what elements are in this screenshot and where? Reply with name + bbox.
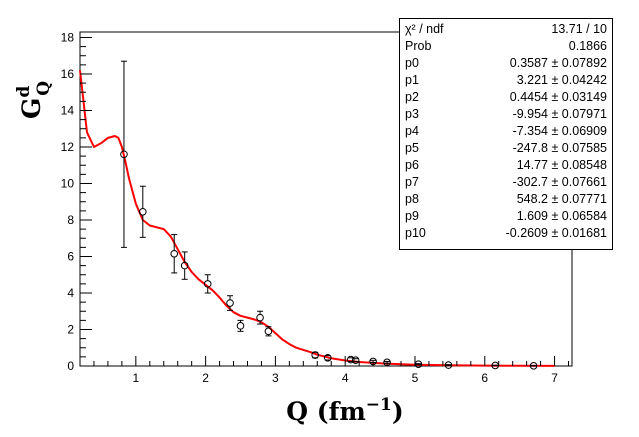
- stat-row: p7 -302.7 ± 0.07661: [405, 174, 607, 191]
- y-tick-label: 0: [67, 359, 74, 373]
- stat-value: 14.77 ± 0.08548: [516, 158, 607, 172]
- point-marker: [256, 313, 264, 322]
- x-axis-title-exponent: −1: [366, 395, 392, 415]
- stat-value: 1.609 ± 0.06584: [516, 209, 607, 223]
- stat-value: 3.221 ± 0.04242: [516, 73, 607, 87]
- x-tick-label: 4: [342, 371, 349, 385]
- stat-name: Prob: [405, 39, 432, 53]
- stat-value: 0.3587 ± 0.07892: [509, 56, 607, 70]
- y-tick-label: 16: [61, 67, 75, 81]
- point-marker: [346, 355, 355, 364]
- stat-name: χ² / ndf: [405, 22, 444, 36]
- point-marker: [203, 280, 212, 288]
- y-tick-label: 18: [61, 30, 75, 44]
- y-axis-title-subscript: Q: [34, 81, 54, 96]
- point-marker: [529, 362, 538, 370]
- point-marker: [444, 361, 453, 369]
- data-point: [170, 234, 179, 274]
- svg-text:GdQ: GdQ: [14, 81, 54, 119]
- point-marker: [264, 327, 273, 336]
- stat-name: p5: [405, 141, 419, 155]
- x-axis-title: Q (fm−1): [286, 395, 403, 426]
- point-marker: [226, 299, 234, 307]
- stat-value: 0.1866: [568, 39, 607, 53]
- data-point: [236, 319, 245, 332]
- data-point: [256, 310, 264, 325]
- point-marker: [236, 322, 245, 330]
- data-point: [139, 185, 147, 238]
- y-tick-label: 12: [61, 140, 75, 154]
- x-tick-label: 1: [132, 371, 139, 385]
- stat-row: Prob 0.1866: [405, 38, 607, 55]
- data-point: [264, 326, 273, 337]
- y-tick-label: 2: [67, 322, 74, 336]
- point-marker: [311, 351, 319, 359]
- data-point: [529, 362, 538, 370]
- y-tick-label: 4: [67, 286, 74, 300]
- x-tick-label: 2: [202, 371, 209, 385]
- stat-value: -247.8 ± 0.07585: [512, 141, 607, 155]
- stat-name: p2: [405, 90, 419, 104]
- point-marker: [180, 261, 189, 270]
- stat-value: 13.71 / 10: [551, 22, 607, 36]
- data-point: [491, 361, 500, 370]
- data-point: [444, 361, 453, 369]
- stat-row: p5 -247.8 ± 0.07585: [405, 140, 607, 157]
- stat-row: p6 14.77 ± 0.08548: [405, 157, 607, 174]
- stat-name: p4: [405, 124, 419, 138]
- stat-row: p9 1.609 ± 0.06584: [405, 208, 607, 225]
- stat-value: -9.954 ± 0.07971: [512, 107, 607, 121]
- stat-row: p0 0.3587 ± 0.07892: [405, 55, 607, 72]
- stat-name: p10: [405, 226, 426, 240]
- point-marker: [323, 353, 332, 362]
- stat-row: χ² / ndf 13.71 / 10: [405, 21, 607, 38]
- stat-name: p9: [405, 209, 419, 223]
- stat-name: p3: [405, 107, 419, 121]
- point-marker: [139, 207, 147, 216]
- stat-value: -0.2609 ± 0.01681: [505, 226, 607, 240]
- stat-value: -302.7 ± 0.07661: [512, 175, 607, 189]
- stat-name: p7: [405, 175, 419, 189]
- y-tick-label: 6: [67, 249, 74, 263]
- y-tick-label: 8: [67, 213, 74, 227]
- stat-name: p6: [405, 158, 419, 172]
- y-tick-label: 14: [61, 103, 75, 117]
- stat-name: p1: [405, 73, 419, 87]
- data-point: [311, 351, 319, 359]
- x-tick-label: 6: [481, 371, 488, 385]
- stat-value: -7.354 ± 0.06909: [512, 124, 607, 138]
- stat-name: p8: [405, 192, 419, 206]
- stat-row: p3 -9.954 ± 0.07971: [405, 106, 607, 123]
- stat-row: p4 -7.354 ± 0.06909: [405, 123, 607, 140]
- stat-row: p2 0.4454 ± 0.03149: [405, 89, 607, 106]
- fit-stats-box: χ² / ndf 13.71 / 10 Prob 0.1866 p0 0.3587 ± 0…: [399, 18, 613, 250]
- data-point: [120, 60, 128, 248]
- x-tick-label: 3: [272, 371, 279, 385]
- stat-value: 0.4454 ± 0.03149: [509, 90, 607, 104]
- y-axis: 0 2 4 6 8 10 12 14 16 18: [61, 30, 92, 373]
- y-axis-title-superscript: d: [14, 86, 34, 98]
- point-marker: [351, 356, 360, 364]
- stat-name: p0: [405, 56, 419, 70]
- x-axis: 1 2 3 4 5 6 7: [79, 356, 570, 385]
- data-point: [203, 274, 212, 294]
- point-marker: [120, 150, 128, 159]
- point-marker: [170, 249, 179, 258]
- data-point: [180, 251, 189, 280]
- y-axis-title: GdQ: [14, 81, 54, 119]
- y-tick-label: 10: [61, 176, 75, 190]
- x-tick-label: 7: [551, 371, 558, 385]
- data-point: [226, 295, 234, 311]
- stat-row: p8 548.2 ± 0.07771: [405, 191, 607, 208]
- y-axis-title-main: G: [17, 98, 46, 119]
- stat-row: p10 -0.2609 ± 0.01681: [405, 225, 607, 242]
- data-point: [323, 353, 332, 362]
- x-tick-label: 5: [412, 371, 419, 385]
- data-points-layer: [120, 60, 538, 370]
- stat-row: p1 3.221 ± 0.04242: [405, 72, 607, 89]
- x-axis-title-close: ): [392, 397, 404, 426]
- data-point: [351, 356, 360, 364]
- stat-value: 548.2 ± 0.07771: [516, 192, 607, 206]
